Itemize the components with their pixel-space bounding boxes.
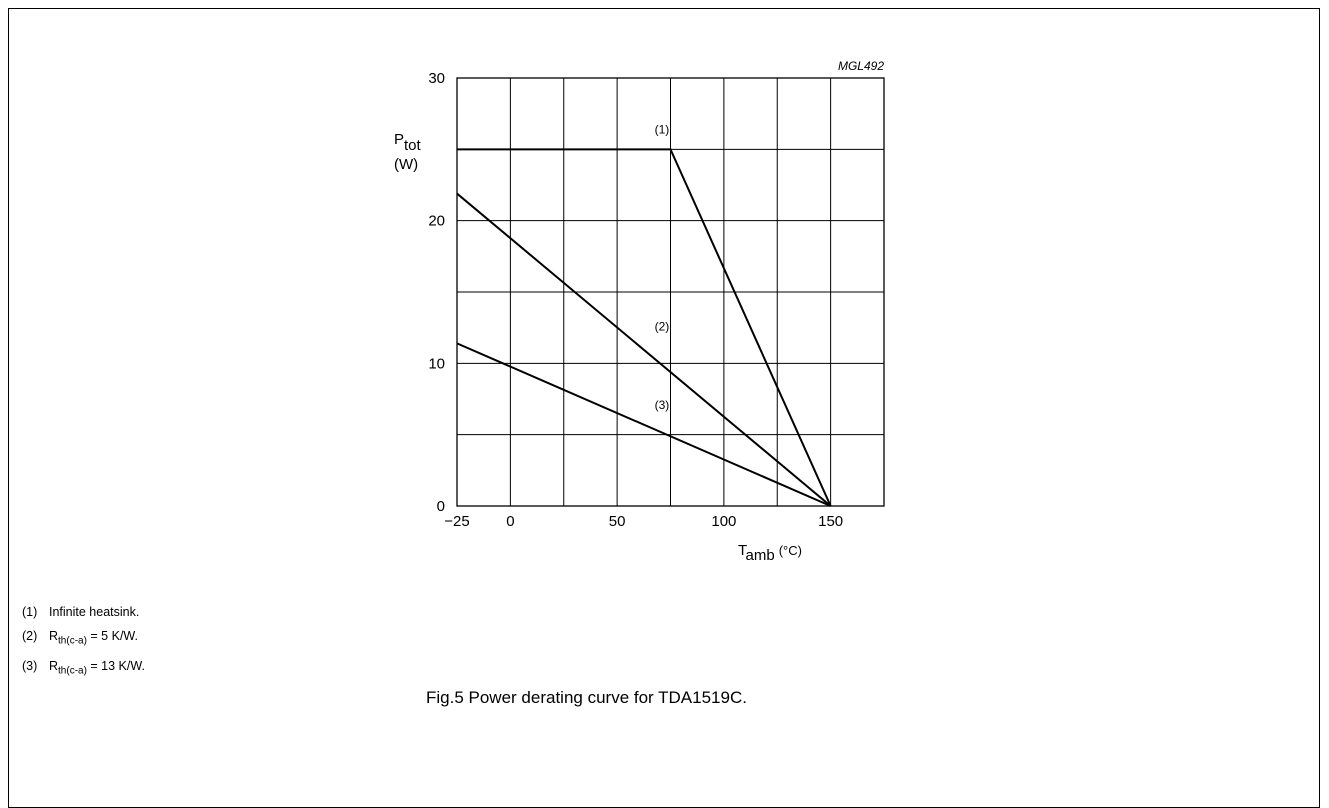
grid [457,78,884,506]
x-axis-label: Tamb (°C) [738,542,802,564]
note-2: (2) Rth(c-a) = 5 K/W. [22,624,145,654]
series-layer [456,148,832,507]
note-subscript: th(c-a) [58,665,87,676]
note-3: (3) Rth(c-a) = 13 K/W. [22,654,145,684]
series-labels: (1) (2) (3) [655,123,670,412]
y-tick-label: 0 [437,498,445,515]
series-line-3 [456,342,832,507]
figure-notes: (1) Infinite heatsink. (2) Rth(c-a) = 5 K/… [22,600,145,683]
note-number: (1) [22,605,38,619]
note-text: R [49,629,59,643]
series-label-2: (2) [655,320,670,334]
x-tick-label: 150 [818,513,843,530]
y-tick-label: 10 [428,355,445,372]
series-line-1 [457,148,832,507]
x-tick-label: 50 [609,513,626,530]
figure-caption: Fig.5 Power derating curve for TDA1519C. [426,688,747,707]
x-axis-label-main: T [738,542,747,559]
y-tick-label: 30 [428,70,445,87]
plot-area-border [456,77,885,507]
x-axis-label-sub: amb [746,547,775,564]
note-subscript: th(c-a) [58,635,87,647]
note-suffix: = 5 K/W. [86,629,138,643]
note-number: (3) [22,658,38,673]
series-label-1: (1) [655,123,670,137]
figure-code-label: MGL492 [838,59,884,73]
note-text: R [49,658,59,673]
note-number: (2) [22,629,38,643]
y-axis-unit: (W) [394,156,418,173]
x-tick-label: 0 [506,513,514,530]
y-axis-label: Ptot [394,131,422,154]
y-axis-label-main: P [394,131,404,148]
x-axis-unit: (°C) [779,543,802,558]
note-suffix: = 13 K/W. [86,658,145,673]
note-text: Infinite heatsink. [49,605,140,619]
series-line-2 [456,192,832,507]
y-tick-label: 20 [428,213,445,230]
series-label-3: (3) [655,398,670,412]
x-tick-label: −25 [444,513,469,530]
note-1: (1) Infinite heatsink. [22,600,145,624]
x-tick-label: 100 [711,513,736,530]
y-axis-label-sub: tot [404,137,422,154]
